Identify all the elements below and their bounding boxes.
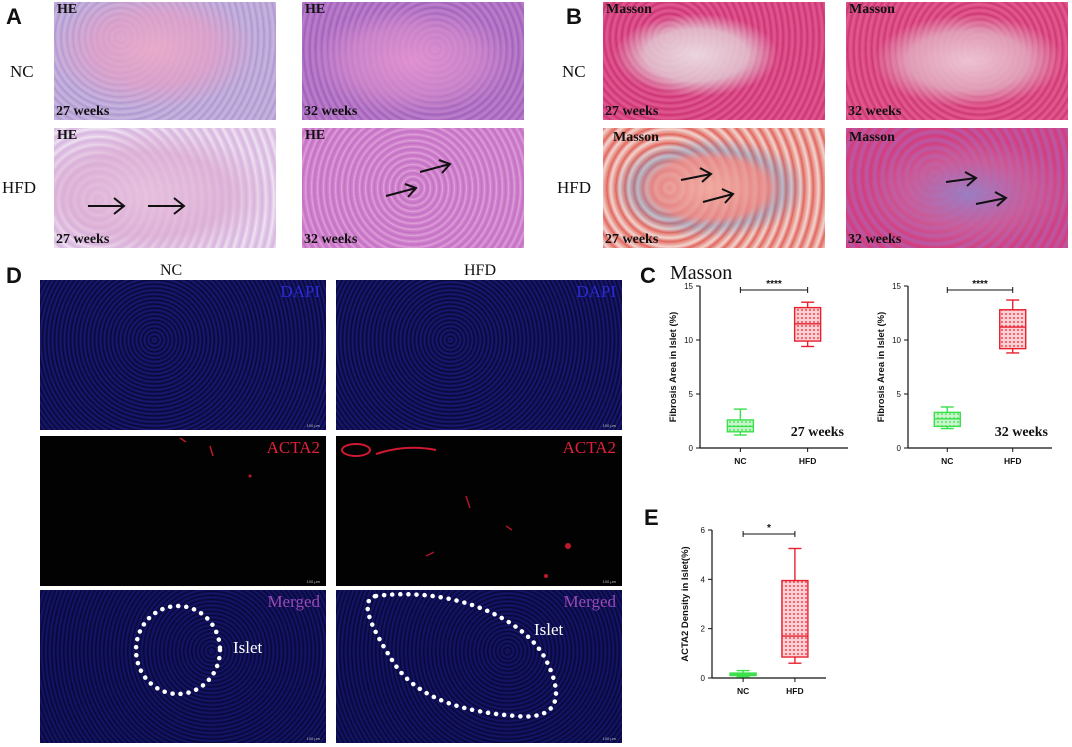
acta2-density-chart: 0 2 4 6 ACTA2 Density in Islet(%) NC HFD * <box>680 523 826 696</box>
dapi-label: DAPI <box>576 282 616 301</box>
he-nc-27-image: HE 27 weeks <box>54 2 276 120</box>
fibrosis-arrows <box>945 171 1008 207</box>
week-label: 27 weeks <box>605 104 659 119</box>
x-tick-label: HFD <box>799 456 816 466</box>
y-axis-title: ACTA2 Density in Islet(%) <box>680 546 691 661</box>
scale-bar: 100 μm <box>306 423 320 428</box>
week-label: 32 weeks <box>848 232 902 247</box>
fibrosis-arrows <box>385 159 452 198</box>
dapi-hfd-image: DAPI 100 μm <box>336 280 622 430</box>
y-tick-label: 5 <box>897 390 902 399</box>
y-axis-title: Fibrosis Area in Islet (%) <box>668 312 679 423</box>
stain-label: HE <box>57 128 78 143</box>
stain-label: HE <box>57 2 78 17</box>
col-label-nc: NC <box>160 262 183 279</box>
row-label-hfd-a: HFD <box>2 178 37 197</box>
y-tick-label: 6 <box>701 526 706 535</box>
row-label-hfd-b: HFD <box>557 178 592 197</box>
acta2-label: ACTA2 <box>266 438 320 457</box>
significance-label: **** <box>972 280 988 290</box>
x-tick-label: HFD <box>1004 456 1021 466</box>
stain-label: Masson <box>849 2 895 17</box>
scale-bar: 100 μm <box>602 423 616 428</box>
stain-label: Masson <box>849 130 895 145</box>
row-label-nc-b: NC <box>562 62 586 81</box>
he-hfd-27-image: HE 27 weeks <box>54 128 276 248</box>
panel-c-title: Masson <box>670 262 733 284</box>
stain-label: HE <box>305 128 326 143</box>
fibrosis-arrows <box>88 197 186 215</box>
col-label-hfd: HFD <box>464 262 497 279</box>
islet-outline <box>133 603 223 697</box>
dapi-label: DAPI <box>280 282 320 301</box>
week-label: 27 weeks <box>56 104 110 119</box>
fibrosis-arrows <box>680 167 735 204</box>
scale-bar: 100 μm <box>306 736 320 741</box>
significance-label: **** <box>766 280 782 290</box>
row-label-nc-a: NC <box>10 62 34 81</box>
y-tick-label: 15 <box>892 282 901 291</box>
week-annotation: 27 weeks <box>791 425 845 440</box>
acta2-hfd-image: ACTA2 100 μm <box>336 436 622 586</box>
week-label: 32 weeks <box>304 104 358 119</box>
x-tick-label: NC <box>941 456 953 466</box>
week-label: 32 weeks <box>304 232 358 247</box>
y-tick-label: 10 <box>892 336 901 345</box>
y-tick-label: 10 <box>684 336 693 345</box>
fibrosis-32w-chart: 0 5 10 15 Fibrosis Area in Islet (%) NC HFD ***… <box>876 280 1052 466</box>
y-tick-label: 0 <box>897 444 902 453</box>
acta2-signal <box>179 437 252 478</box>
merged-hfd-image: Merged Islet 100 μm <box>336 590 622 743</box>
he-hfd-32-image: HE 32 weeks <box>302 128 524 248</box>
y-tick-label: 0 <box>689 444 694 453</box>
islet-label: Islet <box>233 638 263 657</box>
panel-letter-a: A <box>6 4 22 29</box>
acta2-label: ACTA2 <box>562 438 616 457</box>
fibrosis-27w-chart: 0 5 10 15 Fibrosis Area in Islet (%) NC HFD ***… <box>668 280 848 466</box>
y-tick-label: 15 <box>684 282 693 291</box>
y-tick-label: 0 <box>701 674 706 683</box>
panel-letter-d: D <box>6 263 22 288</box>
masson-hfd-27-image: Masson 27 weeks <box>603 128 825 248</box>
y-axis-title: Fibrosis Area in Islet (%) <box>876 312 887 423</box>
week-annotation: 32 weeks <box>995 425 1049 440</box>
stain-label: Masson <box>613 130 659 145</box>
week-label: 27 weeks <box>56 232 110 247</box>
scale-bar: 100 μm <box>306 579 320 584</box>
y-tick-label: 4 <box>701 575 706 584</box>
y-tick-label: 5 <box>689 390 694 399</box>
masson-nc-32-image: Masson 32 weeks <box>846 2 1068 120</box>
week-label: 27 weeks <box>605 232 659 247</box>
dapi-nc-image: DAPI 100 μm <box>40 280 326 430</box>
acta2-signal <box>341 443 571 578</box>
merged-nc-image: Merged Islet 100 μm <box>40 590 326 743</box>
x-tick-label: NC <box>734 456 746 466</box>
panel-letter-b: B <box>566 4 582 29</box>
merged-label: Merged <box>563 592 616 611</box>
scale-bar: 100 μm <box>602 579 616 584</box>
x-tick-label: HFD <box>786 686 803 696</box>
merged-label: Merged <box>267 592 320 611</box>
week-label: 32 weeks <box>848 104 902 119</box>
he-nc-32-image: HE 32 weeks <box>302 2 524 120</box>
stain-label: HE <box>305 2 326 17</box>
islet-label: Islet <box>534 620 564 639</box>
masson-nc-27-image: Masson 27 weeks <box>603 2 825 120</box>
y-tick-label: 2 <box>701 625 706 634</box>
box-hfd <box>999 309 1027 350</box>
islet-outline <box>365 592 559 719</box>
panel-letter-e: E <box>644 505 659 530</box>
stain-label: Masson <box>606 2 652 17</box>
acta2-nc-image: ACTA2 100 μm <box>40 436 326 586</box>
box-hfd <box>781 579 809 658</box>
scale-bar: 100 μm <box>602 736 616 741</box>
significance-label: * <box>767 523 771 534</box>
panel-letter-c: C <box>640 263 656 288</box>
masson-hfd-32-image: Masson 32 weeks <box>846 128 1068 248</box>
x-tick-label: NC <box>737 686 749 696</box>
